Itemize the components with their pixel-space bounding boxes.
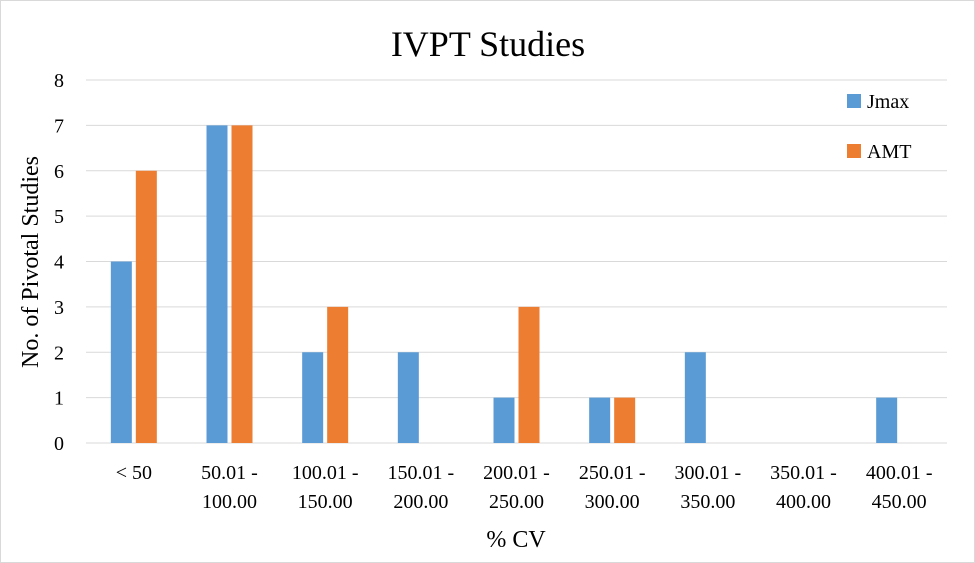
x-tick-label: 350.00 (680, 491, 735, 513)
y-tick-label: 0 (54, 433, 64, 455)
gridlines (86, 79, 947, 444)
y-axis-label: No. of Pivotal Studies (18, 156, 44, 368)
bar-jmax-1 (206, 125, 228, 443)
y-axis-ticks: 0 1 2 3 4 5 6 7 8 (54, 70, 64, 455)
legend-label-amt: AMT (867, 141, 911, 163)
x-tick-label: 250.00 (489, 491, 544, 513)
x-tick-label: 200.00 (393, 491, 448, 513)
bar-amt-4 (518, 306, 540, 443)
bar-jmax-8 (876, 397, 898, 443)
x-tick-label: 450.00 (872, 491, 927, 513)
bar-jmax-3 (397, 352, 419, 443)
x-tick-label: < 50 (116, 462, 152, 484)
x-tick-label: 300.00 (585, 491, 640, 513)
bar-jmax-5 (589, 397, 611, 443)
y-tick-label: 6 (54, 161, 64, 183)
legend-swatch-amt (847, 144, 861, 158)
x-axis-label: % CV (486, 527, 546, 553)
x-axis-ticks: < 50 50.01 - 100.00 100.01 - 150.00 150.01 - 2… (116, 462, 933, 513)
y-tick-label: 4 (54, 252, 64, 274)
bars (110, 125, 898, 443)
y-tick-label: 1 (54, 388, 64, 410)
x-tick-label: 350.01 - (770, 462, 837, 484)
x-tick-label: 200.01 - (483, 462, 550, 484)
x-tick-label: 150.01 - (387, 462, 454, 484)
x-tick-label: 50.01 - (201, 462, 258, 484)
bar-amt-5 (614, 397, 636, 443)
legend-swatch-jmax (847, 94, 861, 108)
legend: Jmax AMT (847, 91, 911, 163)
y-tick-label: 2 (54, 342, 64, 364)
bar-amt-2 (327, 306, 349, 443)
bar-jmax-4 (493, 397, 515, 443)
x-tick-label: 250.01 - (579, 462, 646, 484)
chart-title: IVPT Studies (391, 24, 585, 64)
x-tick-label: 400.00 (776, 491, 831, 513)
x-tick-label: 100.01 - (292, 462, 359, 484)
legend-label-jmax: Jmax (867, 91, 909, 113)
bar-jmax-6 (684, 352, 706, 443)
x-tick-label: 400.01 - (866, 462, 933, 484)
bar-amt-0 (135, 170, 157, 443)
x-tick-label: 100.00 (202, 491, 257, 513)
y-tick-label: 7 (54, 115, 64, 137)
bar-jmax-2 (302, 352, 324, 443)
bar-amt-1 (231, 125, 253, 443)
y-tick-label: 8 (54, 70, 64, 92)
y-tick-label: 5 (54, 206, 64, 228)
bar-jmax-0 (110, 261, 132, 443)
x-tick-label: 300.01 - (674, 462, 741, 484)
y-tick-label: 3 (54, 297, 64, 319)
x-tick-label: 150.00 (298, 491, 353, 513)
